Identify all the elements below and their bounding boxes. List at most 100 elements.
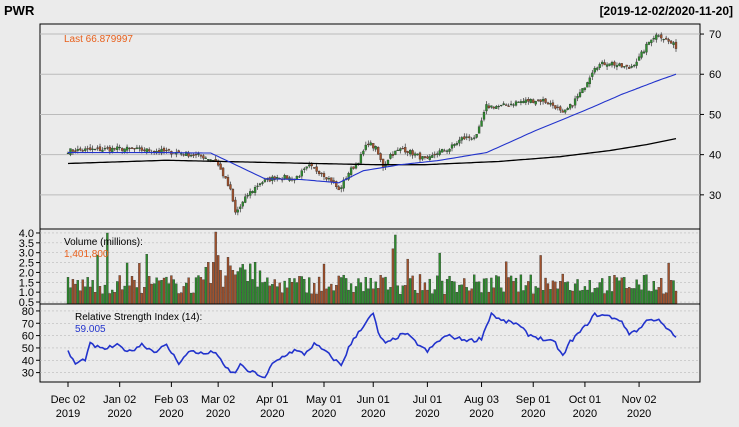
volume-bar — [231, 270, 235, 305]
volume-bar — [662, 293, 665, 305]
volume-bar — [500, 287, 503, 305]
volume-bar — [487, 291, 491, 305]
candle-body — [534, 101, 537, 105]
candle-body — [96, 147, 99, 149]
candle-body — [359, 154, 363, 164]
volume-bar — [601, 278, 604, 305]
candle-body — [468, 136, 471, 139]
volume-bar — [71, 279, 75, 305]
volume-bar — [315, 293, 318, 305]
candle-body — [258, 183, 262, 186]
volume-tick-label: 3.5 — [19, 238, 34, 250]
volume-bar — [261, 282, 264, 305]
volume-bar — [512, 281, 515, 305]
candle-body — [546, 102, 550, 105]
candle-body — [421, 156, 424, 160]
volume-bar — [300, 276, 303, 305]
volume-bar — [573, 283, 577, 305]
candle-body — [273, 176, 276, 180]
volume-bar — [473, 274, 476, 305]
rsi-grid — [40, 310, 700, 373]
volume-bar — [603, 293, 606, 305]
volume-bar — [588, 280, 591, 305]
candle-body — [256, 185, 259, 187]
candle-body — [317, 171, 321, 175]
volume-bar — [450, 281, 454, 305]
volume-bar — [283, 280, 286, 305]
x-tick-label: Apr 01 — [256, 394, 288, 406]
candle-body — [652, 37, 655, 40]
candle-body — [591, 72, 594, 77]
candle-body — [332, 180, 335, 182]
candle-body — [650, 39, 653, 44]
x-tick-label: Oct 01 — [569, 394, 601, 406]
candle-body — [647, 41, 651, 45]
candle-body — [74, 150, 77, 152]
candle-body — [79, 148, 82, 151]
candle-body — [460, 137, 463, 141]
volume-bar — [566, 281, 569, 305]
volume-bar — [234, 274, 237, 305]
candle-body — [532, 99, 535, 103]
candle-body — [416, 153, 419, 156]
volume-bar — [288, 278, 291, 305]
date-range: [2019-12-02/2020-11-20] — [600, 4, 733, 18]
candle-body — [596, 67, 599, 70]
candle-body — [401, 148, 404, 150]
candle-body — [157, 150, 161, 153]
volume-bar — [221, 286, 225, 305]
candle-body — [386, 159, 390, 166]
rsi-tick-label: 60 — [22, 331, 34, 343]
candle-body — [108, 146, 111, 152]
candle-body — [495, 106, 498, 109]
volume-bar — [244, 269, 247, 305]
candle-body — [229, 184, 232, 190]
volume-bar — [556, 288, 559, 305]
candle-body — [610, 62, 614, 66]
volume-bar — [458, 284, 461, 305]
volume-bar — [492, 287, 495, 305]
candle-body — [125, 146, 129, 151]
volume-bar — [140, 293, 143, 305]
candle-body — [76, 149, 79, 151]
candle-body — [608, 63, 611, 66]
candle-body — [165, 150, 168, 152]
volume-bar — [409, 278, 412, 305]
volume-bar — [258, 270, 262, 305]
candle-body — [482, 111, 486, 120]
volume-bar — [128, 285, 131, 305]
candle-body — [121, 148, 124, 151]
volume-bar — [441, 280, 444, 305]
volume-bar — [204, 266, 207, 305]
candle-body — [571, 105, 574, 107]
volume-bar — [125, 262, 129, 305]
x-tick-year: 2020 — [312, 408, 336, 420]
volume-bar — [290, 281, 294, 305]
volume-bar — [647, 290, 651, 305]
volume-bar — [133, 279, 136, 305]
volume-bar — [613, 275, 616, 305]
candle-body — [71, 149, 75, 152]
candle-body — [669, 40, 673, 44]
candle-body — [665, 37, 668, 40]
candle-body — [298, 176, 301, 178]
x-tick-label: Mar 02 — [201, 394, 235, 406]
candle-body — [514, 101, 518, 106]
candle-body — [251, 191, 254, 194]
candle-body — [618, 63, 621, 66]
candle-body — [86, 148, 89, 150]
candle-body — [241, 201, 244, 207]
volume-bar — [268, 285, 271, 305]
candle-body — [463, 136, 466, 140]
candle-body — [194, 154, 198, 156]
volume-bar — [519, 274, 523, 305]
candle-body — [327, 178, 331, 180]
volume-bar — [389, 287, 392, 305]
x-tick-year: 2020 — [260, 408, 284, 420]
candle-body — [199, 154, 203, 157]
candle-body — [561, 110, 564, 113]
candle-body — [138, 147, 141, 149]
volume-bar — [219, 270, 222, 305]
candle-body — [645, 43, 648, 53]
volume-bar — [226, 257, 230, 305]
